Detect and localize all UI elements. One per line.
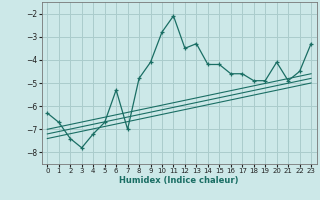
X-axis label: Humidex (Indice chaleur): Humidex (Indice chaleur) xyxy=(119,176,239,185)
